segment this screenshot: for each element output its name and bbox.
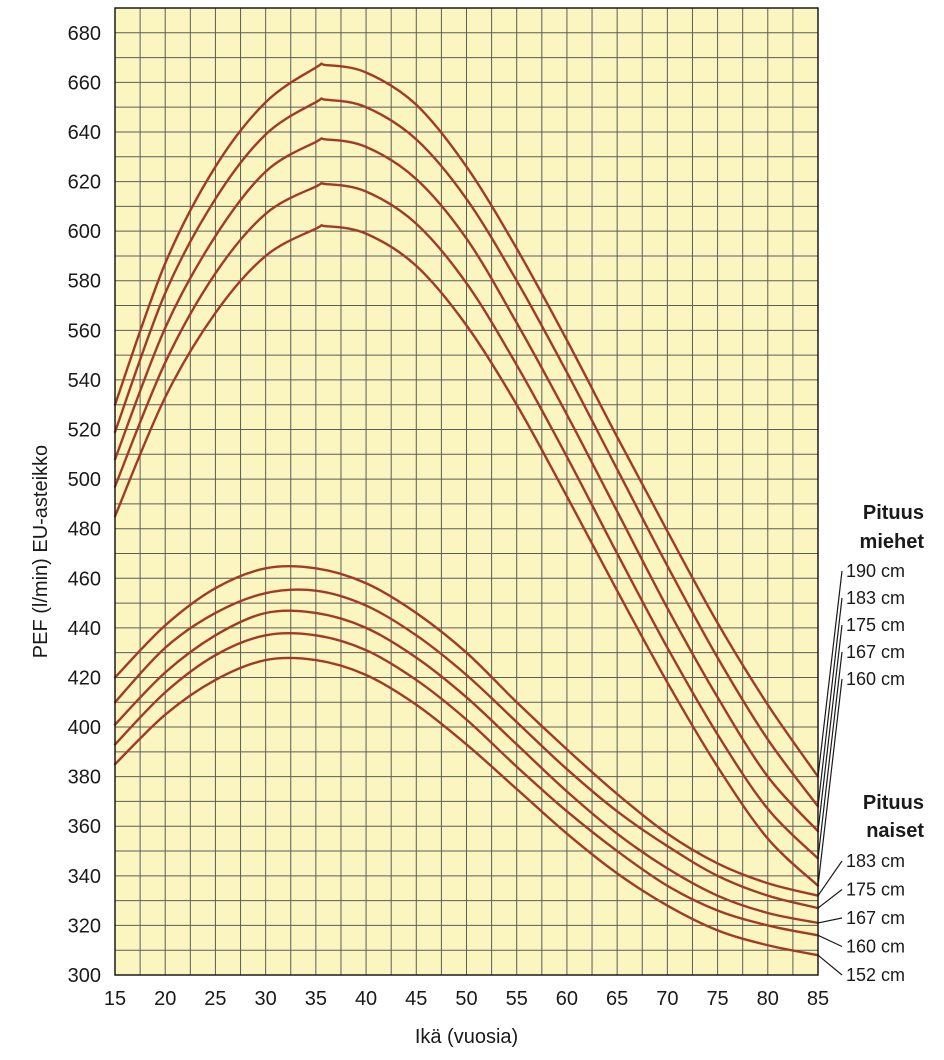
x-tick-label: 80 bbox=[757, 988, 779, 1010]
legend-title: Pituus bbox=[863, 792, 924, 814]
series-line-women-160cm bbox=[113, 631, 820, 937]
y-tick-label: 340 bbox=[68, 866, 101, 888]
series-line-women-167cm bbox=[113, 609, 820, 925]
y-tick-label: 680 bbox=[68, 23, 101, 45]
series-line-women-183cm bbox=[113, 564, 820, 897]
y-tick-label: 600 bbox=[68, 221, 101, 243]
legend-leader-line bbox=[817, 597, 843, 807]
series-line-men-175cm bbox=[113, 137, 820, 833]
x-tick-label: 30 bbox=[255, 988, 277, 1010]
y-tick-label: 460 bbox=[68, 568, 101, 590]
y-tick-label: 640 bbox=[68, 122, 101, 144]
legend-leader-line bbox=[817, 624, 843, 832]
x-tick-label: 55 bbox=[506, 988, 528, 1010]
series-line-women-152cm bbox=[113, 656, 820, 957]
series-line-men-190cm bbox=[113, 62, 820, 778]
x-tick-label: 40 bbox=[355, 988, 377, 1010]
legend-title: naiset bbox=[866, 820, 924, 842]
legend-title: Pituus bbox=[863, 502, 924, 524]
y-tick-label: 300 bbox=[68, 965, 101, 987]
x-tick-label: 20 bbox=[154, 988, 176, 1010]
y-tick-label: 320 bbox=[68, 915, 101, 937]
series-line-men-183cm bbox=[113, 97, 820, 808]
series-line-men-160cm bbox=[113, 224, 820, 887]
y-tick-label: 520 bbox=[68, 420, 101, 442]
y-tick-label: 400 bbox=[68, 717, 101, 739]
legend-leader-line bbox=[817, 889, 843, 909]
legend-leader-line bbox=[817, 860, 843, 896]
x-tick-label: 50 bbox=[455, 988, 477, 1010]
x-tick-label: 15 bbox=[104, 988, 126, 1010]
legend-label: 160 cm bbox=[846, 937, 905, 957]
legend-label: 152 cm bbox=[846, 965, 905, 985]
y-tick-label: 620 bbox=[68, 172, 101, 194]
legend-label: 175 cm bbox=[846, 880, 905, 900]
y-tick-label: 560 bbox=[68, 320, 101, 342]
x-tick-label: 25 bbox=[204, 988, 226, 1010]
y-tick-label: 360 bbox=[68, 816, 101, 838]
y-tick-label: 580 bbox=[68, 271, 101, 293]
y-tick-label: 500 bbox=[68, 469, 101, 491]
legend-label: 160 cm bbox=[846, 669, 905, 689]
x-tick-label: 45 bbox=[405, 988, 427, 1010]
y-tick-label: 480 bbox=[68, 519, 101, 541]
x-tick-label: 35 bbox=[305, 988, 327, 1010]
y-axis-title: PEF (l/min) EU-asteikko bbox=[30, 445, 52, 658]
x-tick-label: 75 bbox=[706, 988, 728, 1010]
legend-label: 167 cm bbox=[846, 642, 905, 662]
y-tick-label: 540 bbox=[68, 370, 101, 392]
legend-leader-line bbox=[817, 917, 843, 924]
legend-label: 190 cm bbox=[846, 561, 905, 581]
y-tick-label: 660 bbox=[68, 72, 101, 94]
x-axis-title: Ikä (vuosia) bbox=[415, 1026, 518, 1048]
legend-label: 183 cm bbox=[846, 851, 905, 871]
y-tick-label: 440 bbox=[68, 618, 101, 640]
x-tick-label: 70 bbox=[656, 988, 678, 1010]
series-line-women-175cm bbox=[113, 588, 820, 910]
x-tick-label: 60 bbox=[556, 988, 578, 1010]
legend-leader-line bbox=[817, 934, 843, 948]
x-tick-label: 85 bbox=[807, 988, 829, 1010]
legend-leader-line bbox=[817, 651, 843, 859]
legend-label: 167 cm bbox=[846, 908, 905, 928]
plot-frame bbox=[114, 7, 819, 976]
legend-label: 183 cm bbox=[846, 588, 905, 608]
legend-label: 175 cm bbox=[846, 615, 905, 635]
legend-leader-line bbox=[817, 570, 843, 777]
y-tick-label: 420 bbox=[68, 667, 101, 689]
series-line-men-167cm bbox=[113, 181, 820, 860]
legend-title: miehet bbox=[860, 531, 925, 553]
x-tick-label: 65 bbox=[606, 988, 628, 1010]
legend-leader-line bbox=[817, 954, 843, 976]
legend-leader-line bbox=[817, 678, 843, 886]
y-tick-label: 380 bbox=[68, 767, 101, 789]
